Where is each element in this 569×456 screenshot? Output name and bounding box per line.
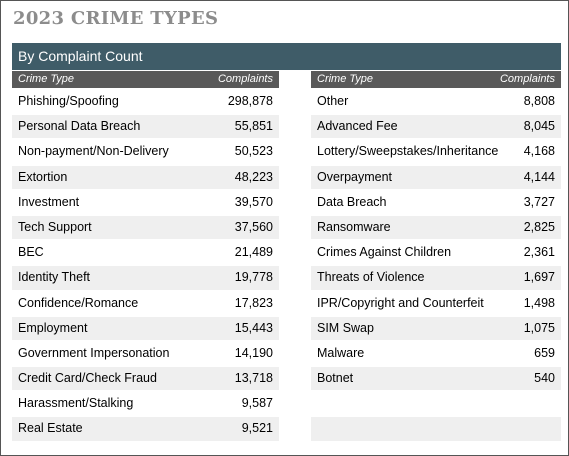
table-row: Malware 659 [311,342,561,365]
complaints-cell: 2,825 [523,219,555,234]
crime-type-cell: Tech Support [18,219,92,234]
right-table: Other 8,808 Advanced Fee 8,045 Lottery/Swe… [311,90,561,443]
complaints-cell: 17,823 [234,295,273,310]
table-row: Extortion 48,223 [12,165,279,189]
table-row: Harassment/Stalking 9,587 [12,392,279,415]
crime-type-cell: BEC [18,245,44,260]
complaints-cell: 9,521 [241,421,273,436]
page-title: 2023 CRIME TYPES [13,8,219,29]
complaints-cell: 4,144 [523,169,555,184]
complaints-cell: 50,523 [234,144,273,159]
complaints-cell: 15,443 [234,320,273,335]
complaints-cell: 3,727 [523,194,555,209]
table-row: Threats of Violence 1,697 [311,266,561,290]
table-row: Tech Support 37,560 [12,215,279,240]
complaints-cell: 21,489 [234,245,273,260]
crime-type-cell: Real Estate [18,421,83,436]
complaints-cell: 19,778 [234,270,273,285]
complaints-cell: 2,361 [523,245,555,260]
table-row: Personal Data Breach 55,851 [12,115,279,139]
complaints-cell: 4,168 [523,144,555,159]
table-row: Credit Card/Check Fraud 13,718 [12,367,279,391]
crime-type-header: Crime Type [317,73,374,85]
crime-type-cell: Extortion [18,169,68,184]
complaints-cell: 14,190 [234,345,273,360]
complaints-header: Complaints [217,73,273,85]
table-banner: By Complaint Count [12,43,561,70]
crime-type-cell: Crimes Against Children [317,245,452,260]
crime-type-cell: Harassment/Stalking [18,396,134,411]
complaints-cell: 1,498 [523,295,555,310]
table-row: BEC 21,489 [12,241,279,264]
complaints-cell: 1,075 [523,320,555,335]
crime-type-cell: Phishing/Spoofing [18,94,119,108]
complaints-cell: 298,878 [227,94,273,108]
complaints-header: Complaints [499,73,555,85]
right-column-header: Crime Type Complaints [311,71,561,88]
complaints-cell: 55,851 [234,119,273,134]
complaints-cell: 540 [534,371,555,386]
crime-type-cell: Investment [18,194,80,209]
complaints-cell: 1,697 [523,270,555,285]
left-column-header: Crime Type Complaints [12,71,279,88]
crime-type-cell: Ransomware [317,219,391,234]
table-row: Ransomware 2,825 [311,215,561,240]
table-row: Advanced Fee 8,045 [311,115,561,139]
crime-type-cell: Threats of Violence [317,270,425,285]
crime-type-cell: Credit Card/Check Fraud [18,371,157,386]
complaints-cell: 659 [534,345,555,360]
table-row: Other 8,808 [311,90,561,113]
crime-type-cell: Data Breach [317,194,387,209]
table-row: Employment 15,443 [12,316,279,340]
crime-type-cell: Non-payment/Non-Delivery [18,144,169,159]
table-row-empty [311,417,561,441]
table-row: Overpayment 4,144 [311,165,561,189]
crime-type-cell: Employment [18,320,88,335]
crime-type-cell: Other [317,94,349,108]
crime-type-cell: Identity Theft [18,270,91,285]
table-row-empty [311,392,561,415]
table-row: Phishing/Spoofing 298,878 [12,90,279,113]
table-row: Identity Theft 19,778 [12,266,279,290]
table-row: IPR/Copyright and Counterfeit 1,498 [311,292,561,315]
crime-type-cell: Confidence/Romance [18,295,139,310]
table-row: Confidence/Romance 17,823 [12,292,279,315]
crime-type-header: Crime Type [18,73,75,85]
crime-type-cell: Botnet [317,371,354,386]
crime-type-cell: Lottery/Sweepstakes/Inheritance [317,144,499,159]
table-row: Government Impersonation 14,190 [12,342,279,365]
left-table: Phishing/Spoofing 298,878 Personal Data B… [12,90,279,443]
table-row: Investment 39,570 [12,191,279,214]
crime-type-cell: SIM Swap [317,320,374,335]
table-row: Data Breach 3,727 [311,191,561,214]
table-row: SIM Swap 1,075 [311,316,561,340]
crime-type-cell: Malware [317,345,365,360]
table-row: Lottery/Sweepstakes/Inheritance 4,168 [311,140,561,163]
table-row: Real Estate 9,521 [12,417,279,441]
crime-type-cell: Overpayment [317,169,393,184]
complaints-cell: 13,718 [234,371,273,386]
crime-type-cell: Government Impersonation [18,345,170,360]
complaints-cell: 9,587 [241,396,273,411]
crime-type-cell: IPR/Copyright and Counterfeit [317,295,484,310]
complaints-cell: 39,570 [234,194,273,209]
table-row: Crimes Against Children 2,361 [311,241,561,264]
complaints-cell: 8,808 [523,94,555,108]
complaints-cell: 8,045 [523,119,555,134]
crime-type-cell: Advanced Fee [317,119,398,134]
crime-type-cell: Personal Data Breach [18,119,141,134]
table-row: Non-payment/Non-Delivery 50,523 [12,140,279,163]
table-row: Botnet 540 [311,367,561,391]
complaints-cell: 37,560 [234,219,273,234]
complaints-cell: 48,223 [234,169,273,184]
